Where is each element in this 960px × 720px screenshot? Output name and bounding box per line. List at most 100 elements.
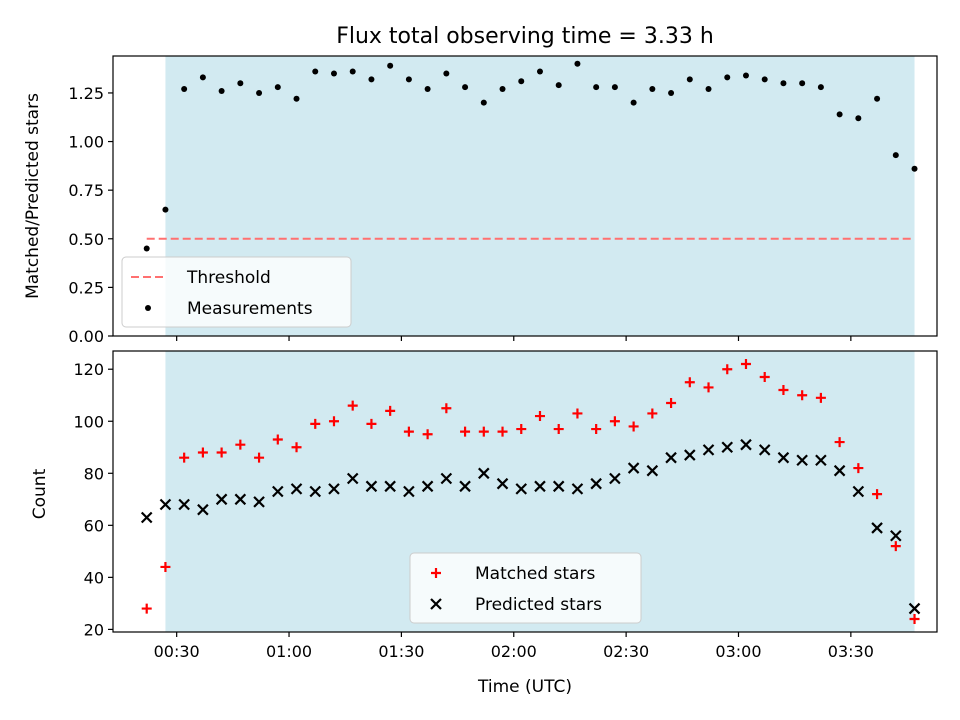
legend-swatch-predicted-stars (430, 598, 442, 610)
data-point (459, 480, 471, 493)
data-point (536, 68, 543, 75)
data-point (441, 403, 452, 414)
x-tick-label: 02:30 (603, 642, 649, 661)
data-point (234, 493, 247, 506)
data-point (443, 70, 450, 77)
data-point (141, 603, 152, 614)
data-point (778, 385, 789, 396)
data-point (590, 477, 602, 490)
data-point (366, 418, 377, 429)
data-point (759, 372, 770, 383)
top-panel: 0.00 0.25 0.50 0.75 1.00 1.25 Threshold Measure… (68, 55, 938, 346)
data-point (874, 95, 881, 102)
data-point (627, 462, 640, 474)
data-point (722, 364, 733, 375)
y-tick-label: 100 (73, 412, 104, 431)
data-point (649, 86, 656, 93)
data-point (162, 206, 169, 213)
data-point (703, 382, 714, 393)
data-point (309, 485, 322, 498)
data-point (815, 392, 826, 403)
data-point (909, 613, 920, 624)
data-point (572, 408, 583, 419)
data-point (574, 60, 581, 67)
data-point (705, 86, 712, 93)
data-point (797, 390, 808, 401)
data-point (181, 86, 188, 93)
legend: Matched stars Predicted stars (409, 552, 642, 624)
data-point (516, 424, 527, 435)
ylabel-ratio: Matched/Predicted stars (23, 93, 43, 299)
data-point (160, 561, 171, 572)
data-point (216, 447, 227, 458)
series-matched-stars (141, 359, 920, 624)
data-point (347, 400, 358, 411)
data-point (310, 418, 321, 429)
data-point (197, 503, 209, 516)
data-point (424, 86, 431, 93)
y-tick-label: 1.25 (68, 84, 104, 103)
data-point (462, 84, 469, 91)
data-point (368, 76, 375, 83)
data-point (646, 464, 659, 477)
data-point (518, 78, 525, 85)
legend-swatch-measurements (145, 305, 151, 311)
data-point (405, 76, 412, 83)
data-point (555, 82, 562, 89)
y-tick-label: 0.50 (68, 230, 104, 249)
data-point (911, 165, 918, 172)
data-point (384, 480, 396, 493)
data-point (684, 449, 696, 461)
data-point (799, 80, 806, 87)
data-point (571, 483, 584, 495)
data-point (872, 489, 883, 500)
y-tick-label: 60 (84, 516, 104, 535)
data-point (159, 498, 172, 511)
data-point (609, 472, 621, 485)
data-point (593, 84, 600, 91)
series-measurements (143, 60, 918, 252)
axes-frame (112, 350, 938, 633)
data-point (686, 76, 693, 83)
data-point (852, 485, 865, 498)
data-point (796, 454, 808, 467)
data-point (365, 480, 378, 493)
data-point (178, 498, 190, 511)
data-point (836, 111, 843, 118)
data-point (254, 452, 265, 463)
series-predicted-stars (140, 438, 921, 615)
data-point (293, 95, 300, 102)
legend-label: Measurements (187, 299, 313, 319)
data-point (742, 72, 749, 79)
legend-box (121, 256, 352, 328)
data-point (668, 89, 675, 96)
data-point (349, 68, 356, 75)
data-point (480, 99, 487, 106)
data-point (758, 444, 771, 456)
data-point (740, 359, 751, 370)
data-point (235, 439, 246, 450)
chart-title: Flux total observing time = 3.33 h (336, 24, 714, 49)
data-point (890, 529, 902, 542)
legend-label: Matched stars (475, 564, 595, 584)
data-point (871, 522, 883, 534)
data-point (478, 426, 489, 437)
x-tick-label: 02:00 (491, 642, 537, 661)
x-tick-label: 00:30 (154, 642, 200, 661)
data-point (497, 426, 508, 437)
x-tick-label: 01:00 (266, 642, 312, 661)
legend-swatch-matched-stars (431, 568, 441, 578)
data-point (328, 483, 340, 495)
data-point (552, 480, 565, 493)
data-point (611, 84, 618, 91)
data-point (908, 602, 921, 615)
data-point (534, 411, 545, 422)
data-point (215, 493, 228, 506)
data-point (591, 424, 602, 435)
data-point (833, 464, 846, 477)
data-point (515, 483, 528, 495)
y-tick-label: 0.75 (68, 181, 104, 200)
data-point (890, 541, 901, 552)
data-point (834, 437, 845, 448)
data-point (553, 424, 564, 435)
